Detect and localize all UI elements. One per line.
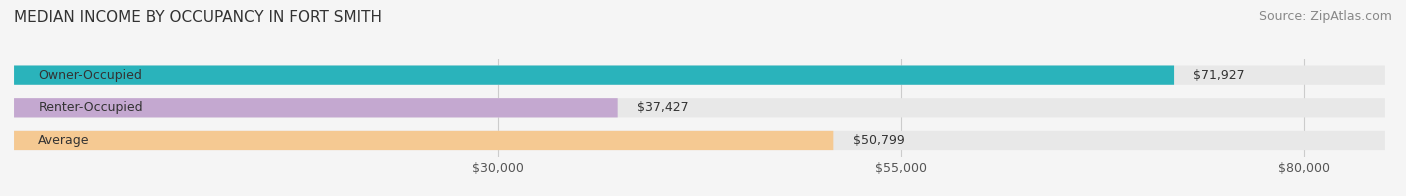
FancyBboxPatch shape — [14, 131, 834, 150]
Text: Renter-Occupied: Renter-Occupied — [38, 101, 143, 114]
Text: $37,427: $37,427 — [637, 101, 689, 114]
Text: $71,927: $71,927 — [1194, 69, 1246, 82]
FancyBboxPatch shape — [14, 131, 1385, 150]
Text: Source: ZipAtlas.com: Source: ZipAtlas.com — [1258, 10, 1392, 23]
Text: MEDIAN INCOME BY OCCUPANCY IN FORT SMITH: MEDIAN INCOME BY OCCUPANCY IN FORT SMITH — [14, 10, 382, 25]
Text: Average: Average — [38, 134, 90, 147]
FancyBboxPatch shape — [14, 65, 1385, 85]
Text: Owner-Occupied: Owner-Occupied — [38, 69, 142, 82]
FancyBboxPatch shape — [14, 65, 1174, 85]
FancyBboxPatch shape — [14, 98, 1385, 117]
Text: $50,799: $50,799 — [852, 134, 904, 147]
FancyBboxPatch shape — [14, 98, 617, 117]
